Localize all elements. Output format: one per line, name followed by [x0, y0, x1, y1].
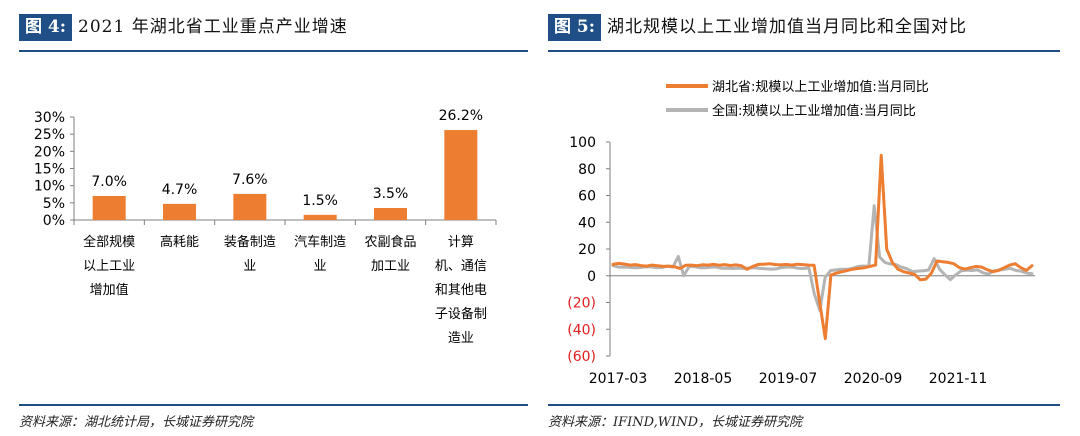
right-figure-header: 图 5: 湖北规模以上工业增加值当月同比和全国对比 [548, 13, 967, 41]
right-figure-panel: 图 5: 湖北规模以上工业增加值当月同比和全国对比 湖北省:规模以上工业增加值:… [548, 0, 1080, 436]
y-tick-label: 25% [34, 127, 65, 143]
left-figure-panel: 图 4: 2021 年湖北省工业重点产业增速 0% 5% 10% 15% 20% 25% 3… [0, 0, 528, 436]
y-tick-label: 100 [569, 135, 596, 151]
x-category-label: 业 [314, 259, 327, 274]
bar-value-label: 7.6% [232, 172, 268, 188]
y-tick-label: 0% [43, 213, 65, 229]
x-tick-label: 2019-07 [759, 371, 818, 387]
x-category-label: 和其他电 [435, 283, 487, 298]
left-top-rule [19, 50, 528, 52]
bar-value-label: 7.0% [91, 174, 127, 190]
y-tick-label: 15% [34, 162, 65, 178]
y-tick-label: (60) [567, 349, 596, 365]
x-tick-label: 2017-03 [589, 371, 648, 387]
x-category-label: 高耗能 [160, 234, 199, 250]
bar-value-label: 26.2% [439, 108, 483, 124]
y-tick-label: 5% [43, 196, 65, 212]
bar [233, 193, 267, 220]
y-tick-label: 20% [34, 144, 65, 160]
y-tick-label: 0 [587, 269, 596, 285]
x-category-label: 子设备制 [435, 306, 487, 322]
x-category-label: 装备制造 [224, 234, 276, 250]
bar [444, 130, 478, 220]
x-category-label: 汽车制造 [294, 234, 346, 250]
right-figure-tag: 图 5: [548, 13, 602, 41]
bar [92, 195, 126, 220]
y-tick-label: 40 [578, 215, 596, 231]
legend-label: 全国:规模以上工业增加值:当月同比 [712, 103, 916, 119]
x-category-label: 造业 [448, 331, 474, 346]
right-bottom-rule [548, 404, 1060, 406]
bar-value-label: 4.7% [162, 182, 198, 198]
national-series-line [611, 204, 1034, 312]
bar [163, 203, 196, 220]
left-source-note: 资料来源：湖北统计局，长城证券研究院 [19, 415, 254, 430]
x-category-label: 增加值 [90, 282, 129, 298]
x-tick-label: 2020-09 [844, 371, 903, 387]
left-figure-header: 图 4: 2021 年湖北省工业重点产业增速 [19, 13, 348, 41]
right-source-note: 资料来源：IFIND,WIND，长城证券研究院 [548, 415, 803, 430]
x-category-label: 全部规模 [83, 234, 135, 250]
y-tick-label: 30% [34, 110, 65, 126]
y-tick-label: (20) [567, 296, 596, 312]
x-tick-label: 2018-05 [674, 371, 733, 387]
left-figure-title: 2021 年湖北省工业重点产业增速 [78, 17, 348, 37]
bar [374, 207, 407, 220]
bar [303, 214, 337, 220]
y-tick-label: 10% [34, 179, 65, 195]
x-tick-label: 2021-11 [929, 371, 988, 387]
x-category-label: 计算 [448, 235, 474, 250]
x-category-label: 以上工业 [83, 259, 135, 274]
x-category-label: 农副食品 [364, 234, 416, 250]
right-top-rule [548, 50, 1060, 52]
x-category-label: 加工业 [371, 259, 410, 274]
y-tick-label: 20 [578, 242, 596, 258]
y-tick-label: (40) [567, 322, 596, 338]
hubei-series-line [611, 153, 1034, 341]
left-bottom-rule [19, 404, 528, 406]
bar-value-label: 1.5% [302, 193, 338, 209]
bar-value-label: 3.5% [373, 186, 409, 202]
left-figure-tag: 图 4: [19, 13, 73, 41]
legend-label: 湖北省:规模以上工业增加值:当月同比 [712, 79, 929, 95]
x-category-label: 业 [243, 259, 256, 274]
x-category-label: 机、通信 [435, 259, 487, 274]
y-tick-label: 60 [578, 189, 596, 205]
y-tick-label: 80 [578, 162, 596, 178]
right-figure-title: 湖北规模以上工业增加值当月同比和全国对比 [607, 17, 968, 37]
